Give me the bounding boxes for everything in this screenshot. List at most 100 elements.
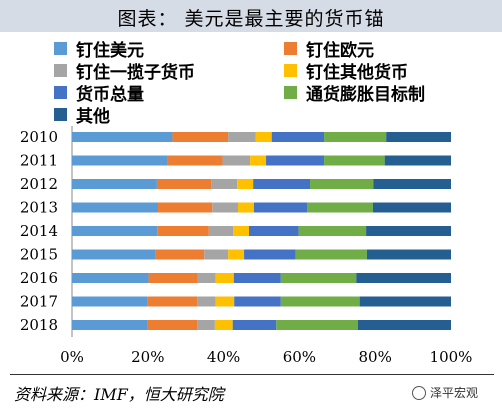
bar-segment-2013-s5 xyxy=(306,202,373,213)
legend-item-inflation-target: 通货膨胀目标制 xyxy=(284,82,425,105)
bar-segment-2016-s1 xyxy=(148,273,198,283)
bar-segment-2017-s5 xyxy=(280,296,360,307)
legend-label-inflation-target: 通货膨胀目标制 xyxy=(306,84,425,105)
wechat-icon xyxy=(412,385,426,400)
y-tick-label-2014: 2014 xyxy=(20,222,58,240)
bar-segment-2013-s3 xyxy=(238,202,254,213)
bar-segment-2012-s1 xyxy=(156,179,212,189)
bar-segment-2011-s6 xyxy=(384,155,451,166)
legend-swatch-money-aggregate xyxy=(54,85,67,99)
x-tick-label-4: 80% xyxy=(359,348,392,366)
bar-segment-2018-s4 xyxy=(232,320,277,330)
bar-segment-2014-s3 xyxy=(233,226,249,236)
x-tick-label-3: 60% xyxy=(283,348,316,366)
legend-swatch-other-currency xyxy=(284,63,297,77)
bar-segment-2017-s6 xyxy=(359,296,451,307)
bar-segment-2010-s0 xyxy=(72,132,173,142)
bar-segment-2017-s3 xyxy=(215,296,235,307)
bar-segment-2013-s2 xyxy=(212,202,239,213)
bar-segment-2018-s1 xyxy=(147,320,198,330)
title-bar xyxy=(0,0,502,32)
legend-swatch-inflation-target xyxy=(284,85,297,99)
bar-segment-2012-s2 xyxy=(211,179,238,189)
x-tick-label-0: 0% xyxy=(60,348,84,366)
bar-segment-2016-s0 xyxy=(72,273,149,283)
bar-segment-2016-s3 xyxy=(215,273,234,283)
bar-segment-2015-s0 xyxy=(72,249,156,260)
legend-item-eur: 钉住欧元 xyxy=(284,38,374,61)
footer-divider xyxy=(10,374,494,375)
y-tick-label-2016: 2016 xyxy=(20,269,58,287)
bar-segment-2014-s0 xyxy=(72,226,158,236)
y-tick-label-2018: 2018 xyxy=(20,316,58,334)
source-note: 资料来源：IMF，恒大研究院 xyxy=(14,385,224,404)
bar-segment-2012-s6 xyxy=(373,179,451,189)
legend-item-usd: 钉住美元 xyxy=(54,38,144,61)
legend-swatch-eur xyxy=(284,41,297,55)
legend-label-other: 其他 xyxy=(76,106,110,127)
bar-segment-2014-s6 xyxy=(366,226,451,236)
bar-segment-2011-s3 xyxy=(250,155,267,166)
legend-item-basket: 钉住一揽子货币 xyxy=(54,60,195,83)
x-tick-label-5: 100% xyxy=(430,348,473,366)
bar-segment-2015-s2 xyxy=(204,249,229,260)
legend-swatch-basket xyxy=(54,63,67,77)
watermark-text: 泽平宏观 xyxy=(430,386,479,400)
bar-segment-2018-s3 xyxy=(214,320,233,330)
bar-segment-2011-s0 xyxy=(72,155,168,166)
legend-label-money-aggregate: 货币总量 xyxy=(76,84,144,105)
legend-swatch-other xyxy=(54,107,67,121)
bar-segment-2013-s1 xyxy=(158,202,213,213)
y-tick-label-2015: 2015 xyxy=(20,246,58,264)
bar-segment-2013-s4 xyxy=(253,202,307,213)
bar-segment-2014-s2 xyxy=(208,226,234,236)
bar-segment-2015-s4 xyxy=(244,249,296,260)
bar-segment-2014-s5 xyxy=(298,226,367,236)
bar-segment-2011-s5 xyxy=(324,155,385,166)
bar-segment-2017-s2 xyxy=(197,296,216,307)
bar-segment-2012-s0 xyxy=(72,179,157,189)
bar-segment-2016-s6 xyxy=(356,273,451,283)
bar-segment-2018-s0 xyxy=(72,320,148,330)
bar-segment-2010-s1 xyxy=(172,132,229,142)
bar-segment-2010-s3 xyxy=(255,132,272,142)
legend-item-other: 其他 xyxy=(54,104,110,127)
bar-segment-2014-s4 xyxy=(248,226,299,236)
bar-segment-2012-s5 xyxy=(310,179,374,189)
bar-segment-2013-s0 xyxy=(72,202,159,213)
bar-segment-2018-s6 xyxy=(357,320,451,330)
bar-segment-2015-s6 xyxy=(366,249,451,260)
legend-item-other-currency: 钉住其他货币 xyxy=(284,60,408,83)
y-tick-label-2011: 2011 xyxy=(20,152,58,170)
bar-segment-2015-s5 xyxy=(295,249,367,260)
bar-segment-2017-s1 xyxy=(147,296,198,307)
x-tick-label-1: 20% xyxy=(131,348,164,366)
bar-segment-2015-s3 xyxy=(228,249,245,260)
bar-segment-2015-s1 xyxy=(155,249,205,260)
bar-segment-2011-s1 xyxy=(167,155,223,166)
bar-segment-2018-s5 xyxy=(276,320,358,330)
bar-segment-2012-s3 xyxy=(237,179,254,189)
bar-segment-2013-s6 xyxy=(372,202,451,213)
legend-label-basket: 钉住一揽子货币 xyxy=(76,62,195,83)
bar-segment-2016-s4 xyxy=(233,273,281,283)
y-tick-label-2017: 2017 xyxy=(20,293,58,311)
legend-item-money-aggregate: 货币总量 xyxy=(54,82,144,105)
bar-segment-2016-s2 xyxy=(197,273,216,283)
legend-label-usd: 钉住美元 xyxy=(76,40,144,61)
legend-label-other-currency: 钉住其他货币 xyxy=(306,62,408,83)
bar-segment-2011-s2 xyxy=(222,155,251,166)
y-tick-label-2012: 2012 xyxy=(20,175,58,193)
y-tick-label-2013: 2013 xyxy=(20,199,58,217)
y-tick-label-2010: 2010 xyxy=(20,128,58,146)
bar-segment-2018-s2 xyxy=(197,320,215,330)
legend-swatch-usd xyxy=(54,41,67,55)
legend-label-eur: 钉住欧元 xyxy=(306,40,374,61)
bar-segment-2016-s5 xyxy=(280,273,357,283)
watermark: 泽平宏观 xyxy=(412,384,478,401)
chart-title: 图表： 美元是最主要的货币锚 xyxy=(117,8,385,30)
bar-segment-2017-s0 xyxy=(72,296,148,307)
bar-segment-2010-s5 xyxy=(324,132,387,142)
bar-segment-2010-s4 xyxy=(271,132,325,142)
